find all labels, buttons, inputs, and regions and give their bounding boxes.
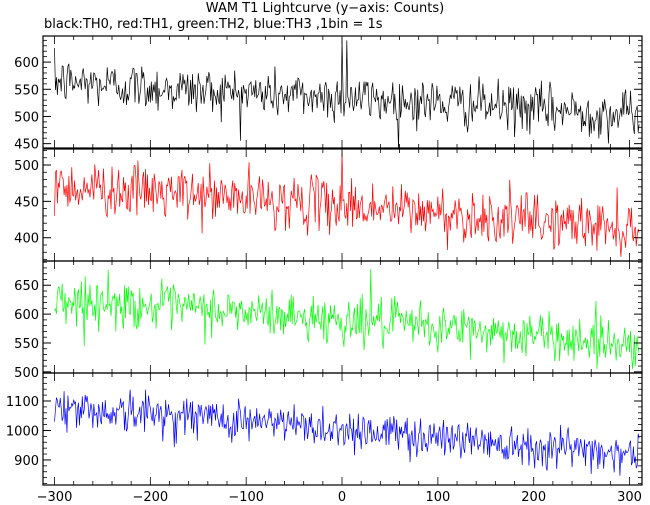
- y-tick-label: 600: [14, 56, 39, 71]
- x-tick-label: −200: [132, 490, 168, 505]
- y-tick-label: 650: [14, 279, 39, 294]
- y-tick-label: 450: [14, 195, 39, 210]
- x-tick-label: 300: [617, 490, 642, 505]
- x-tick-label: 100: [425, 490, 450, 505]
- y-tick-label: 550: [14, 337, 39, 352]
- series-line-th0: [54, 37, 640, 148]
- y-tick-label: 550: [14, 83, 39, 98]
- series-line-th1: [54, 150, 640, 257]
- y-tick-label: 500: [14, 110, 39, 125]
- series-line-th2: [54, 269, 640, 370]
- y-tick-label: 500: [14, 159, 39, 174]
- x-tick-label: −100: [228, 490, 264, 505]
- y-tick-label: 1000: [6, 424, 39, 439]
- y-tick-label: 900: [14, 454, 39, 469]
- x-tick-label: 200: [521, 490, 546, 505]
- y-tick-label: 500: [14, 366, 39, 381]
- panel-frame-th3: [42, 372, 643, 486]
- y-tick-label: 450: [14, 138, 39, 153]
- chart-title: WAM T1 Lightcurve (y−axis: Counts): [205, 1, 445, 16]
- y-tick-label: 1100: [6, 395, 39, 410]
- y-tick-label: 600: [14, 308, 39, 323]
- chart-subtitle: black:TH0, red:TH1, green:TH2, blue:TH3 …: [44, 17, 383, 32]
- panel-frame-th0: [42, 35, 643, 149]
- series-line-th3: [54, 389, 640, 476]
- panel-frame-th2: [42, 260, 643, 374]
- y-tick-label: 400: [14, 232, 39, 247]
- x-tick-label: 0: [338, 490, 346, 505]
- x-tick-label: −300: [37, 490, 73, 505]
